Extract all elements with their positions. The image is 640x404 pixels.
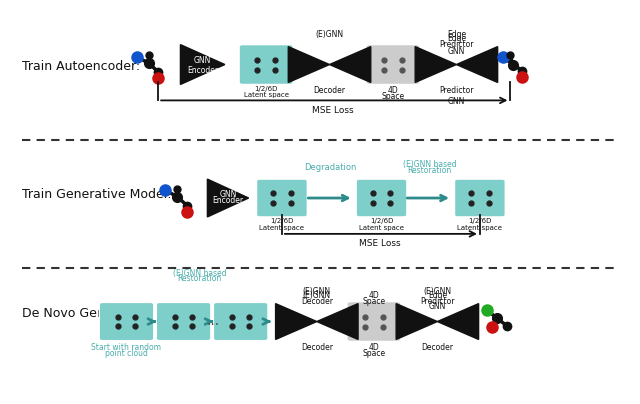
Text: Train Autoencoder:: Train Autoencoder: (22, 60, 140, 73)
Text: Predictor: Predictor (439, 40, 474, 49)
Text: Latent space: Latent space (259, 225, 305, 231)
FancyBboxPatch shape (347, 302, 401, 341)
Text: Degradation: Degradation (305, 163, 357, 172)
FancyBboxPatch shape (213, 303, 268, 341)
Text: 1/2/6D: 1/2/6D (254, 86, 278, 92)
Text: Train Generative Model:: Train Generative Model: (22, 187, 172, 200)
Text: point cloud: point cloud (105, 349, 148, 358)
Text: Edge: Edge (447, 34, 466, 43)
Text: 4D: 4D (369, 343, 380, 351)
Text: Decoder: Decoder (301, 297, 333, 305)
Text: Decoder: Decoder (421, 343, 453, 352)
Polygon shape (396, 303, 437, 339)
Polygon shape (415, 46, 456, 82)
Text: 4D: 4D (369, 290, 380, 300)
Text: (E)GNN based: (E)GNN based (403, 160, 456, 169)
FancyBboxPatch shape (239, 44, 293, 84)
Text: MSE Loss: MSE Loss (312, 106, 353, 116)
Polygon shape (288, 46, 330, 82)
Text: (E)GNN: (E)GNN (303, 290, 331, 300)
Text: GNN: GNN (448, 47, 465, 56)
Polygon shape (437, 303, 479, 339)
Text: 1/2/6D: 1/2/6D (270, 218, 294, 224)
Polygon shape (207, 179, 248, 217)
FancyBboxPatch shape (156, 303, 211, 341)
Text: GNN: GNN (220, 189, 237, 198)
Text: Predictor: Predictor (420, 297, 454, 305)
Text: Predictor
GNN: Predictor GNN (439, 86, 474, 106)
Text: (E)GNN: (E)GNN (423, 286, 451, 296)
Text: Decoder: Decoder (301, 343, 333, 352)
Text: (E)GNN: (E)GNN (316, 29, 344, 39)
Text: 1/2/6D: 1/2/6D (468, 218, 492, 224)
Text: 4D: 4D (388, 86, 398, 95)
Text: Space: Space (362, 349, 385, 358)
Polygon shape (180, 44, 225, 84)
FancyBboxPatch shape (356, 179, 407, 217)
Text: (E)GNN: (E)GNN (303, 286, 331, 296)
Text: Decoder: Decoder (314, 86, 346, 95)
Text: Restoration: Restoration (177, 274, 221, 283)
Text: Restoration: Restoration (408, 166, 452, 175)
FancyBboxPatch shape (257, 179, 307, 217)
FancyBboxPatch shape (454, 179, 505, 217)
Text: ...: ... (207, 314, 220, 328)
Polygon shape (456, 46, 498, 82)
FancyBboxPatch shape (366, 44, 420, 84)
Text: Encoder: Encoder (187, 66, 218, 75)
Text: Space: Space (381, 92, 404, 101)
Text: Encoder: Encoder (212, 196, 244, 204)
Text: Latent space: Latent space (458, 225, 502, 231)
Text: Space: Space (362, 297, 385, 305)
FancyBboxPatch shape (99, 303, 154, 341)
Text: Edge: Edge (428, 290, 447, 300)
Text: De Novo Generation:: De Novo Generation: (22, 307, 154, 320)
Text: (E)GNN based: (E)GNN based (173, 269, 227, 278)
Polygon shape (317, 303, 358, 339)
Text: GNN: GNN (194, 56, 211, 65)
Text: Latent space: Latent space (244, 93, 289, 99)
Text: 1/2/6D: 1/2/6D (370, 218, 393, 224)
Polygon shape (330, 46, 371, 82)
Text: MSE Loss: MSE Loss (360, 239, 401, 248)
Text: Start with random: Start with random (92, 343, 161, 352)
Text: Latent space: Latent space (359, 225, 404, 231)
Polygon shape (276, 303, 317, 339)
Text: Edge: Edge (447, 29, 466, 39)
Text: GNN: GNN (429, 302, 446, 311)
